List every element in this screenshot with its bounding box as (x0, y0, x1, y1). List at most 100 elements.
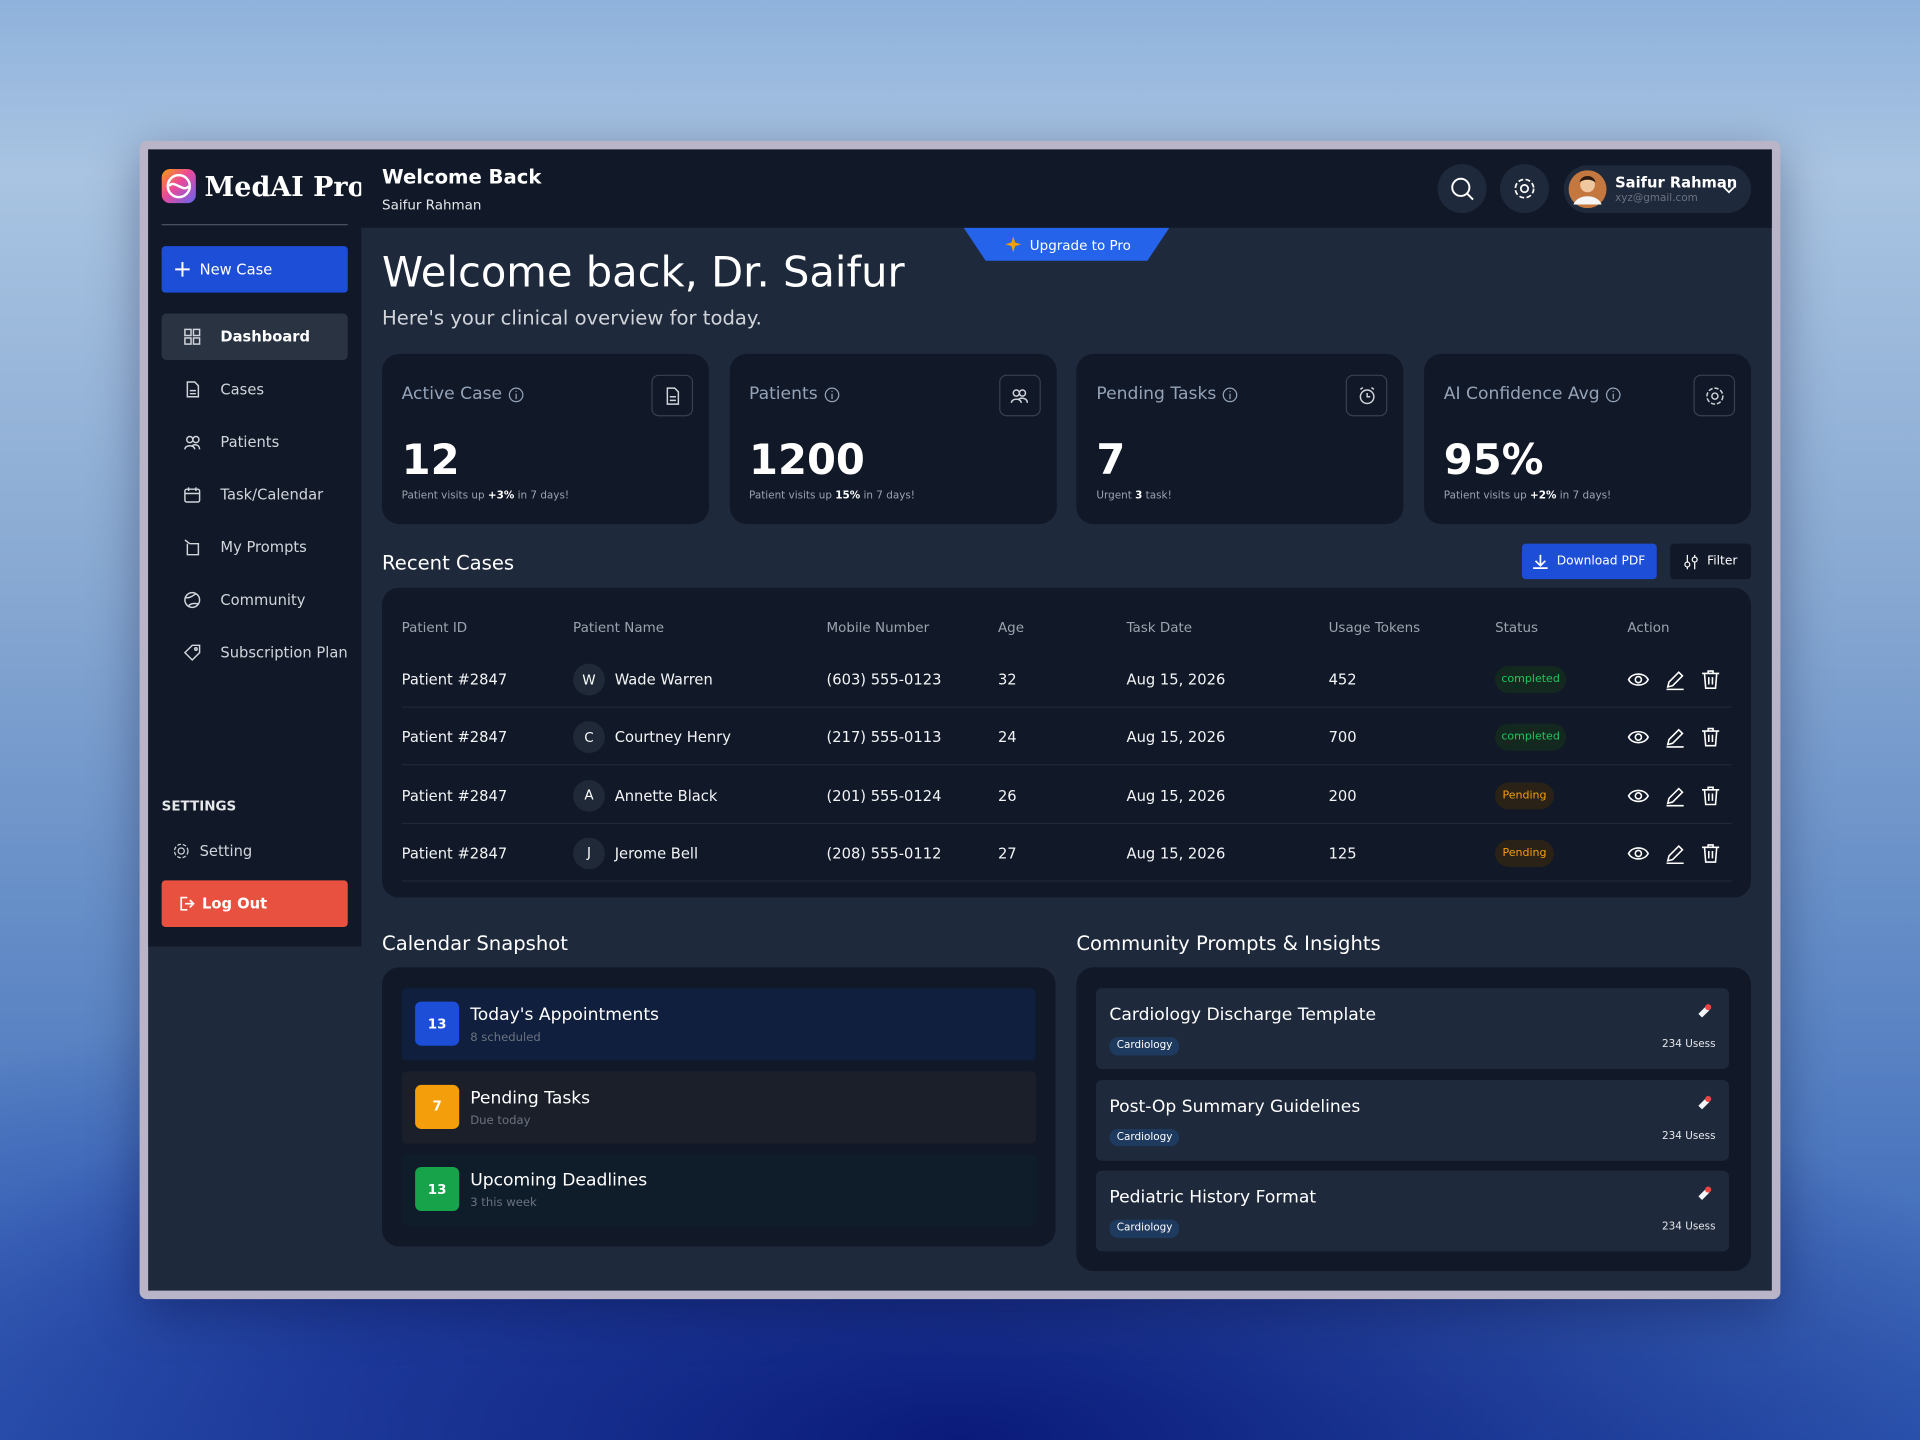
download-pdf-button[interactable]: Download PDF (1522, 543, 1657, 580)
delete-button[interactable] (1700, 784, 1722, 806)
nav-item[interactable]: Subscription Plan (162, 629, 348, 676)
info-icon (824, 386, 840, 402)
delete-button[interactable] (1700, 669, 1722, 691)
table-row: Patient #2847 J Jerome Bell (208) 555-0112 2… (382, 825, 1751, 882)
logout-icon (180, 896, 195, 911)
delete-button[interactable] (1700, 726, 1722, 748)
filter-label: Filter (1707, 554, 1738, 568)
info-icon-svg (508, 386, 524, 402)
stat-icon-svg (1359, 386, 1375, 404)
settings-button[interactable] (1500, 164, 1549, 214)
stat-note: Urgent 3 task! (1096, 491, 1171, 501)
stat-label: Active Case (401, 384, 503, 405)
status-pill: Pending (1495, 781, 1554, 809)
hero-subtitle: Here's your clinical overview for today. (382, 306, 762, 330)
stat-value: 12 (401, 435, 460, 485)
nav-item[interactable]: Task/Calendar (162, 471, 348, 518)
nav-icon (173, 644, 211, 662)
calendar-item-detail: 8 scheduled (470, 1031, 541, 1045)
filter-button[interactable]: Filter (1670, 543, 1752, 580)
calendar-item-title: Upcoming Deadlines (470, 1171, 648, 1191)
prompt-tag: Cardiology (1109, 1037, 1180, 1055)
search-button[interactable] (1437, 164, 1487, 214)
prompt-item[interactable]: Cardiology Discharge Template Cardiology 2… (1095, 988, 1729, 1069)
app: MedAI Pro New Case SETTINGS Setting Log … (148, 149, 1772, 1291)
nav-item[interactable]: Community (162, 577, 348, 624)
age: 24 (997, 728, 1017, 747)
community-card: Cardiology Discharge Template Cardiology 2… (1076, 967, 1752, 1272)
pin-icon (1696, 1094, 1713, 1111)
delete-button-svg (1702, 786, 1720, 805)
pin-icon-svg (1698, 1004, 1712, 1018)
calendar-card: 13 Today's Appointments 8 scheduled 7 Pendin… (382, 967, 1056, 1247)
prompt-uses: 234 Usess (1662, 1220, 1716, 1234)
calendar-item[interactable]: 7 Pending Tasks Due today (401, 1071, 1036, 1144)
setting-link[interactable]: Setting (162, 828, 348, 875)
nav-label: Task/Calendar (220, 486, 324, 504)
stat-icon-box (1346, 374, 1388, 417)
header-title: Welcome Back (382, 165, 542, 189)
table-header: Patient ID (401, 619, 468, 636)
status-pill: Pending (1495, 839, 1554, 867)
user-menu[interactable]: Saifur Rahman xyz@gmail.com (1563, 165, 1752, 214)
age: 27 (997, 844, 1017, 862)
download-pdf-label: Download PDF (1556, 554, 1646, 568)
usage-tokens: 125 (1328, 844, 1357, 862)
status-pill: completed (1495, 724, 1567, 751)
divider (161, 224, 348, 226)
view-button-svg (1627, 731, 1650, 744)
sparkle-icon (1005, 236, 1022, 253)
edit-button[interactable] (1663, 842, 1685, 864)
usage-tokens: 700 (1328, 728, 1357, 747)
table-header: Age (997, 619, 1025, 636)
pin-icon (1696, 1185, 1713, 1202)
view-button[interactable] (1627, 669, 1650, 691)
nav-label: Patients (220, 433, 280, 451)
upgrade-tab[interactable]: Upgrade to Pro (963, 227, 1170, 261)
prompt-item[interactable]: Post-Op Summary Guidelines Cardiology 234 … (1095, 1079, 1729, 1161)
nav-icon (173, 486, 211, 503)
stat-card: Active Case 12 Patient visits up +3% in 7 … (382, 353, 709, 525)
nav-item[interactable]: Cases (162, 366, 348, 413)
gear-icon (173, 843, 189, 859)
edit-button[interactable] (1663, 784, 1685, 807)
upgrade-label: Upgrade to Pro (1029, 237, 1131, 254)
nav-item[interactable]: Patients (162, 419, 348, 466)
view-button[interactable] (1627, 784, 1650, 806)
nav-icon-svg (184, 539, 200, 556)
upgrade-shape (963, 227, 1170, 261)
prompt-tag: Cardiology (1109, 1219, 1180, 1238)
calendar-item[interactable]: 13 Today's Appointments 8 scheduled (401, 988, 1036, 1061)
nav-item[interactable]: My Prompts (162, 524, 348, 571)
table-row: Patient #2847 A Annette Black (201) 555-012… (382, 767, 1751, 824)
stat-label-row: Pending Tasks (1096, 386, 1238, 403)
nav-icon-svg (184, 435, 201, 450)
delete-button[interactable] (1700, 842, 1722, 864)
calendar-item[interactable]: 13 Upcoming Deadlines 3 this week (401, 1153, 1036, 1227)
calendar-item-title: Pending Tasks (470, 1088, 591, 1108)
task-date: Aug 15, 2026 (1126, 671, 1226, 689)
edit-button[interactable] (1663, 726, 1685, 749)
stat-note-part: task! (1142, 489, 1172, 503)
table-row: Patient #2847 C Courtney Henry (217) 555-01… (382, 709, 1751, 766)
prompt-item[interactable]: Pediatric History Format Cardiology 234 Us… (1095, 1170, 1729, 1252)
calendar-badge: 13 (415, 1167, 460, 1212)
info-icon (508, 386, 524, 402)
nav-icon (173, 433, 211, 450)
info-icon-svg (824, 386, 840, 402)
user-email: xyz@gmail.com (1615, 192, 1698, 205)
nav-item[interactable]: Dashboard (161, 313, 348, 360)
stat-value: 1200 (749, 435, 865, 485)
cases-table: Patient ID Patient Name Mobile Number Age Ta… (382, 587, 1752, 898)
patient-name: Wade Warren (614, 671, 713, 689)
edit-button[interactable] (1663, 669, 1685, 691)
sidebar: MedAI Pro New Case SETTINGS Setting Log … (148, 149, 366, 947)
view-button[interactable] (1627, 842, 1650, 864)
stat-note-part: in 7 days! (1556, 489, 1612, 503)
logout-button[interactable]: Log Out (161, 880, 348, 927)
stat-icon-svg (1705, 386, 1724, 405)
view-button[interactable] (1627, 726, 1650, 748)
nav-label: Community (220, 591, 306, 609)
new-case-button[interactable]: New Case (161, 246, 348, 293)
